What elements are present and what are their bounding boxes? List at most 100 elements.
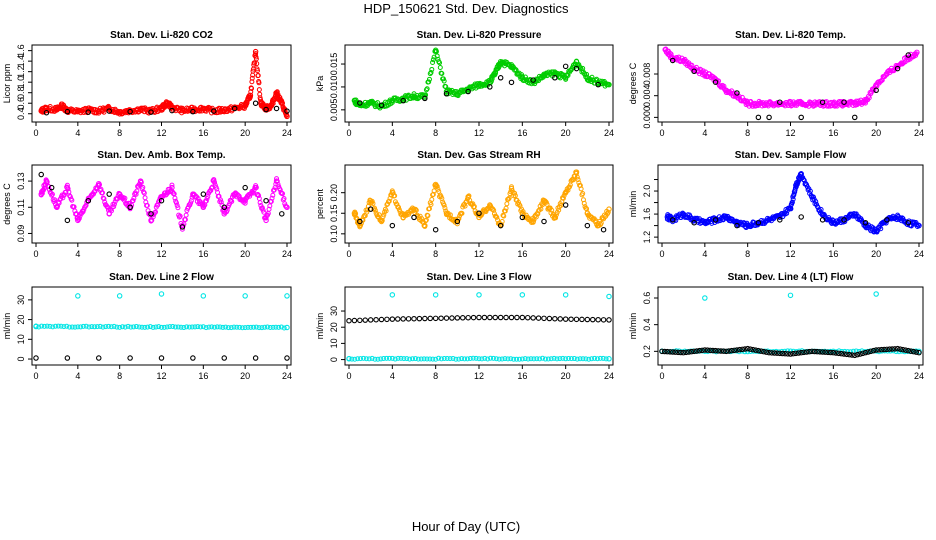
data-point bbox=[108, 324, 114, 330]
data-point bbox=[346, 317, 352, 324]
data-point bbox=[902, 347, 909, 353]
data-point bbox=[734, 347, 740, 353]
data-point bbox=[562, 316, 569, 322]
data-point bbox=[498, 222, 504, 228]
data-point bbox=[470, 314, 477, 321]
data-point bbox=[726, 348, 732, 354]
data-point bbox=[586, 356, 592, 362]
data-point bbox=[427, 315, 433, 322]
data-point bbox=[835, 350, 842, 357]
data-point bbox=[55, 323, 61, 329]
x-tick-label: 20 bbox=[561, 128, 571, 138]
data-point bbox=[537, 356, 543, 362]
data-point bbox=[716, 78, 722, 84]
data-point bbox=[209, 185, 215, 191]
data-point bbox=[221, 204, 228, 211]
data-point bbox=[897, 346, 904, 352]
data-point bbox=[505, 196, 511, 202]
data-point bbox=[140, 184, 146, 190]
figure-x-label: Hour of Day (UTC) bbox=[412, 519, 520, 534]
x-tick-label: 8 bbox=[745, 128, 750, 138]
data-point bbox=[748, 99, 754, 105]
data-point bbox=[795, 350, 802, 356]
x-tick-label: 20 bbox=[240, 128, 250, 138]
x-tick-label: 0 bbox=[33, 371, 38, 381]
panel-frame bbox=[657, 164, 924, 244]
panel-frame bbox=[657, 286, 924, 366]
data-point bbox=[479, 356, 485, 362]
data-point bbox=[271, 187, 277, 193]
data-point bbox=[876, 347, 882, 353]
x-tick-label: 12 bbox=[156, 371, 166, 381]
data-point bbox=[531, 356, 537, 362]
data-point bbox=[473, 355, 479, 361]
panel-8: Stan. Dev. Line 3 Flow ml/min 0 4 8 12 16 20 24 0… bbox=[315, 272, 614, 381]
data-point bbox=[916, 222, 922, 229]
data-point bbox=[284, 204, 290, 211]
x-tick-label: 12 bbox=[785, 371, 795, 381]
data-point bbox=[96, 355, 102, 361]
data-point bbox=[357, 100, 363, 106]
plot-area bbox=[346, 292, 612, 362]
data-point bbox=[100, 195, 106, 201]
x-tick-label: 0 bbox=[346, 249, 351, 259]
data-point bbox=[606, 317, 612, 323]
data-point bbox=[136, 324, 142, 330]
data-point bbox=[497, 222, 504, 229]
data-point bbox=[36, 324, 42, 330]
data-point bbox=[220, 324, 226, 330]
data-point bbox=[368, 99, 374, 105]
panel-title: Stan. Dev. Amb. Box Temp. bbox=[97, 150, 225, 161]
data-point bbox=[494, 214, 500, 220]
data-point bbox=[530, 219, 536, 225]
data-point bbox=[479, 211, 485, 217]
data-point bbox=[252, 60, 258, 66]
data-point bbox=[184, 324, 190, 330]
data-point bbox=[415, 356, 421, 362]
x-tick-label: 8 bbox=[117, 128, 122, 138]
data-point bbox=[910, 348, 917, 355]
data-point bbox=[170, 324, 176, 330]
series-band bbox=[33, 323, 290, 331]
data-point bbox=[447, 356, 453, 362]
data-point bbox=[125, 323, 131, 329]
data-point bbox=[161, 324, 167, 330]
data-point bbox=[134, 188, 140, 194]
data-point bbox=[173, 200, 179, 206]
x-tick-label: 12 bbox=[474, 371, 484, 381]
data-point bbox=[411, 214, 417, 221]
data-point bbox=[355, 356, 361, 362]
data-point bbox=[873, 347, 879, 353]
plot-area bbox=[38, 171, 290, 232]
data-point bbox=[276, 324, 282, 330]
data-point bbox=[438, 356, 444, 362]
data-point bbox=[511, 356, 517, 362]
data-point bbox=[178, 324, 184, 330]
data-point bbox=[253, 51, 259, 57]
data-point bbox=[600, 226, 607, 233]
data-point bbox=[85, 197, 92, 204]
data-point bbox=[873, 291, 879, 297]
x-tick-label: 24 bbox=[914, 371, 924, 381]
data-point bbox=[886, 346, 893, 352]
data-point bbox=[846, 351, 853, 358]
data-point bbox=[144, 202, 150, 208]
y-tick-label: 1.2 bbox=[16, 65, 26, 78]
data-point bbox=[96, 183, 102, 189]
data-point bbox=[454, 221, 460, 227]
data-point bbox=[189, 324, 195, 330]
data-point bbox=[814, 348, 821, 355]
data-point bbox=[551, 355, 557, 361]
data-point bbox=[683, 349, 689, 356]
data-point bbox=[153, 209, 159, 215]
data-point bbox=[777, 217, 783, 223]
data-point bbox=[873, 87, 879, 94]
data-point bbox=[710, 347, 716, 354]
data-point bbox=[506, 195, 512, 201]
data-point bbox=[274, 176, 280, 182]
data-point bbox=[459, 210, 465, 216]
data-point bbox=[273, 324, 279, 330]
data-point bbox=[433, 356, 439, 362]
data-point bbox=[364, 209, 370, 215]
plot-area bbox=[38, 48, 290, 120]
